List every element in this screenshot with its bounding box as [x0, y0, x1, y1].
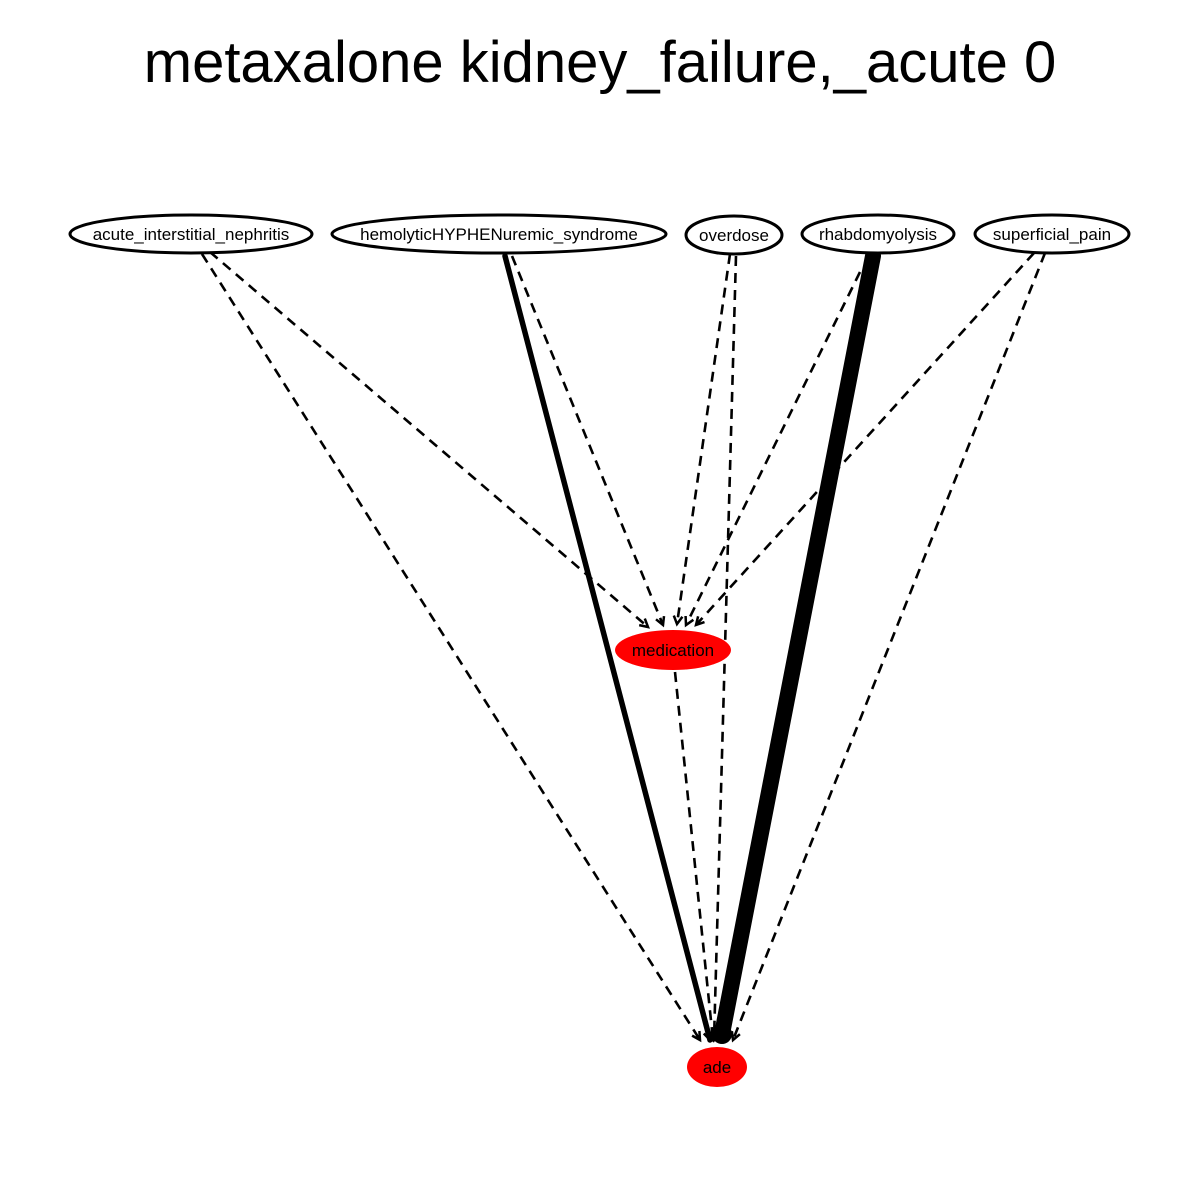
node-shape: [615, 630, 731, 670]
edge-line: [209, 251, 649, 628]
edge-line: [684, 271, 862, 626]
edge-line: [714, 248, 881, 1042]
edge-arrowhead: [706, 1031, 718, 1043]
edge-arrowhead: [638, 618, 650, 629]
node-label: acute_interstitial_nephritis: [93, 225, 290, 244]
node-hemolyticHYPHENuremic_syndrome: hemolyticHYPHENuremic_syndrome: [330, 213, 668, 255]
node-label: hemolyticHYPHENuremic_syndrome: [360, 225, 638, 244]
node-label: overdose: [699, 226, 769, 245]
node-ade: ade: [687, 1047, 747, 1087]
nodes-layer: acute_interstitial_nephritis hemolyticHYP…: [68, 213, 1131, 1087]
edges-layer: [200, 248, 1047, 1044]
node-shape: [68, 213, 314, 255]
node-label: ade: [703, 1058, 731, 1077]
node-label: rhabdomyolysis: [819, 225, 937, 244]
node-superficial_pain: superficial_pain: [973, 213, 1131, 255]
node-label: superficial_pain: [993, 225, 1111, 244]
node-medication: medication: [615, 630, 731, 670]
edge-overdose-to-medication: [672, 253, 732, 627]
edge-arrowhead: [694, 616, 705, 627]
edge-arrowhead: [684, 615, 695, 628]
edge-rhabdomyolysis-to-ade: [712, 248, 881, 1044]
graph-title: metaxalone kidney_failure,_acute 0: [144, 30, 1056, 95]
edge-arrowhead: [730, 1030, 741, 1043]
edge-medication-to-ade: [673, 671, 718, 1043]
edge-superficial_pain-to-ade: [730, 252, 1047, 1043]
edge-line: [731, 252, 1047, 1041]
edge-hemolyticHYPHENuremic_syndrome-to-medication: [510, 255, 666, 628]
edge-acute_interstitial_nephritis-to-ade: [200, 253, 702, 1043]
node-shape: [973, 213, 1131, 255]
edge-line: [502, 253, 713, 1043]
edge-rhabdomyolysis-to-medication: [684, 271, 862, 628]
node-shape: [687, 1047, 747, 1087]
edge-line: [200, 253, 702, 1041]
node-overdose: overdose: [684, 214, 784, 256]
node-shape: [330, 213, 668, 255]
node-acute_interstitial_nephritis: acute_interstitial_nephritis: [68, 213, 314, 255]
node-shape: [800, 213, 956, 255]
edge-arrowhead: [691, 1030, 702, 1043]
edge-acute_interstitial_nephritis-to-medication: [209, 251, 650, 629]
node-label: medication: [632, 641, 714, 660]
edge-superficial_pain-to-medication: [694, 252, 1035, 627]
edge-line: [673, 671, 715, 1041]
edge-line: [510, 255, 665, 626]
edge-arrowhead: [672, 615, 684, 627]
edge-arrow-cap: [712, 1024, 732, 1044]
edge-line: [675, 253, 732, 625]
edge-arrowhead: [655, 615, 666, 628]
node-shape: [684, 214, 784, 256]
node-rhabdomyolysis: rhabdomyolysis: [800, 213, 956, 255]
